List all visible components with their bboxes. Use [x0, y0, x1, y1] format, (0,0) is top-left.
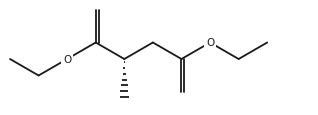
Text: O: O: [63, 55, 71, 64]
Text: O: O: [206, 38, 214, 48]
